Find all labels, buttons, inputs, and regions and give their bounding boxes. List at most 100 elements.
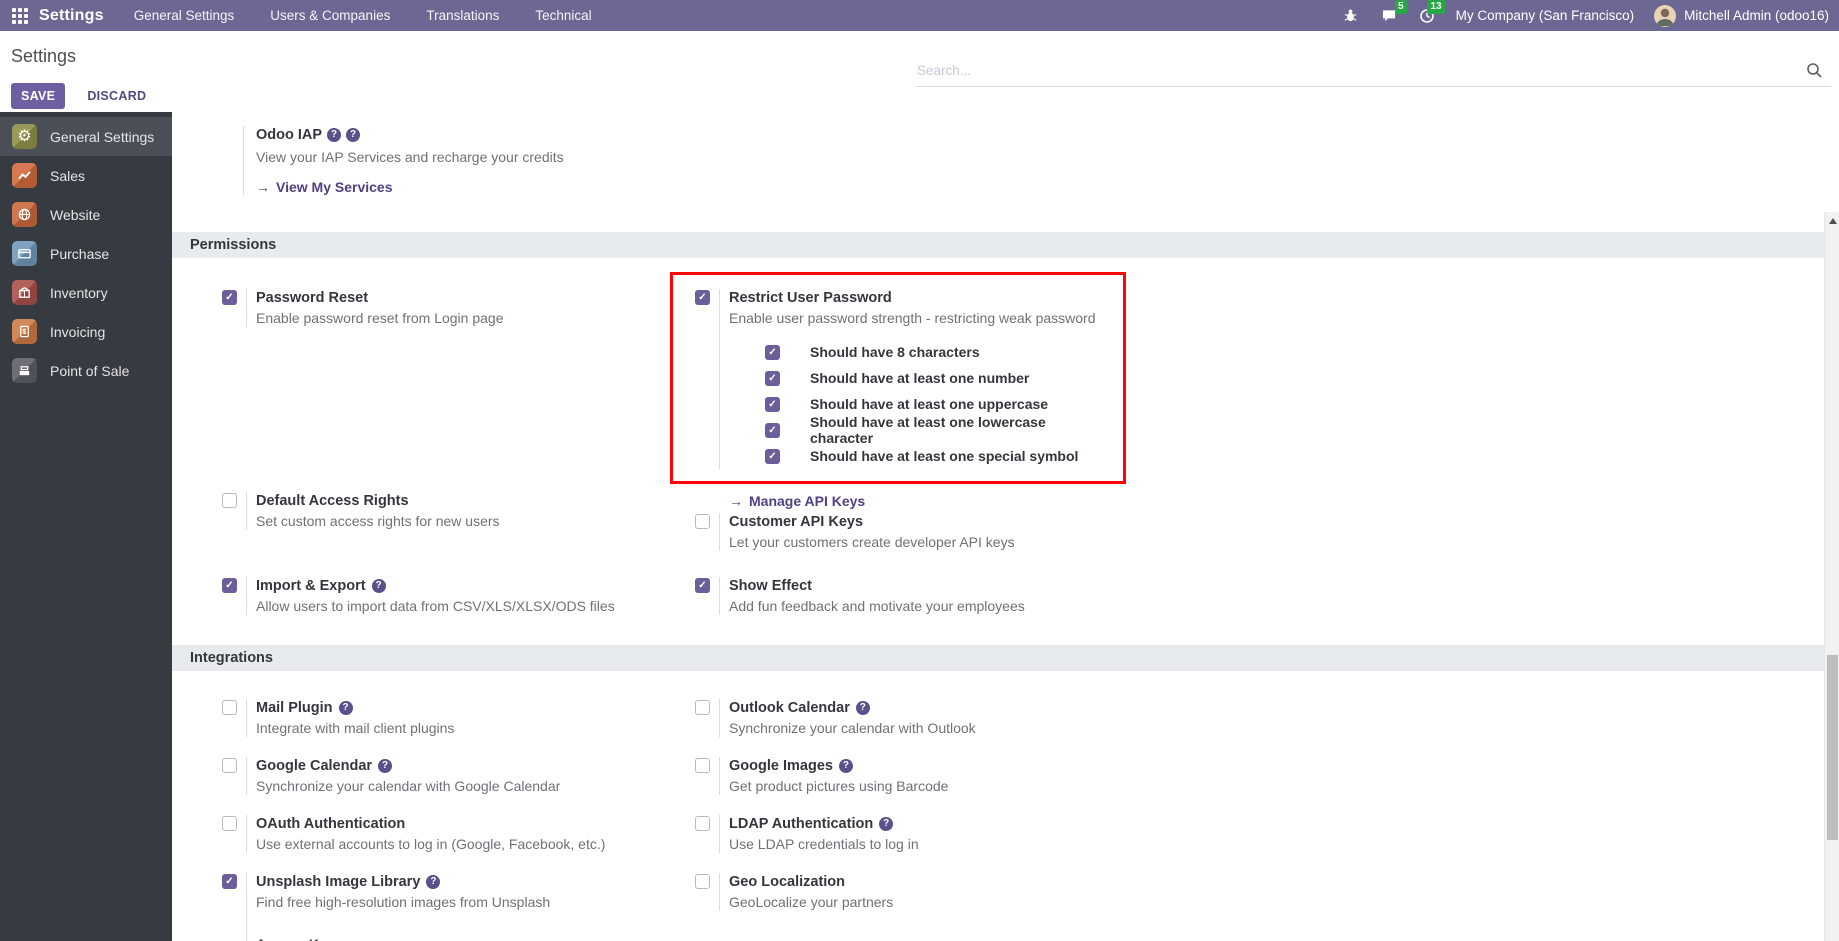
- vertical-scrollbar[interactable]: [1824, 212, 1839, 941]
- activities-clock-icon[interactable]: 13: [1418, 0, 1445, 24]
- help-icon[interactable]: ?: [426, 875, 441, 889]
- sidebar-item-inventory[interactable]: Inventory: [0, 273, 172, 312]
- sidebar-item-label: Invoicing: [50, 323, 106, 340]
- sidebar-item-sales[interactable]: Sales: [0, 156, 172, 195]
- setting-google-calendar: Google Calendar? Synchronize your calenda…: [222, 757, 670, 795]
- checkbox-restrict-user-password[interactable]: ✓: [695, 290, 710, 305]
- sidebar-item-general-settings[interactable]: ⚙ General Settings: [0, 117, 172, 156]
- messages-icon[interactable]: 5: [1380, 0, 1407, 24]
- sidebar-item-invoicing[interactable]: $ Invoicing: [0, 312, 172, 351]
- setting-ldap-authentication: LDAP Authentication? Use LDAP credentials…: [695, 815, 1140, 853]
- settings-row: ✓ Password Reset Enable password reset fro…: [222, 272, 1839, 484]
- checkbox-geo-localization[interactable]: [695, 874, 710, 889]
- purchase-card-icon: [12, 241, 37, 266]
- checkbox-google-images[interactable]: [695, 758, 710, 773]
- setting-label: Unsplash Image Library: [256, 874, 421, 890]
- help-icon[interactable]: ?: [879, 817, 894, 831]
- sidebar-item-label: Purchase: [50, 245, 110, 262]
- help-icon[interactable]: ?: [338, 701, 353, 715]
- sub-setting-should-have-at-least-one-special-symbol: ✓ Should have at least one special symbol: [765, 443, 1103, 469]
- sidebar-item-website[interactable]: Website: [0, 195, 172, 234]
- navbar-menu: General Settings Users & Companies Transla…: [134, 8, 592, 23]
- highlight-box: ✓ Restrict User Password Enable user passw…: [670, 272, 1126, 484]
- checkbox-customer-api-keys[interactable]: [695, 514, 710, 529]
- debug-bug-icon[interactable]: [1342, 8, 1360, 24]
- checkbox-should-have-at-least-one-uppercase[interactable]: ✓: [765, 396, 780, 412]
- menu-technical[interactable]: Technical: [535, 8, 592, 23]
- setting-description: Enable user password strength - restrict…: [729, 310, 1096, 326]
- checkbox-show-effect[interactable]: ✓: [695, 578, 710, 593]
- checkbox-unsplash-image-library[interactable]: ✓: [222, 874, 237, 889]
- checkbox-should-have-at-least-one-special-symbol[interactable]: ✓: [765, 448, 780, 464]
- link-view-my-services[interactable]: → View My Services: [256, 179, 393, 195]
- sub-setting-should-have-8-characters: ✓ Should have 8 characters: [765, 339, 1103, 365]
- setting-label: OAuth Authentication: [256, 816, 406, 832]
- discard-button[interactable]: DISCARD: [81, 88, 152, 104]
- help-icon[interactable]: ?: [855, 701, 870, 715]
- checkbox-oauth-authentication[interactable]: [222, 816, 237, 831]
- setting-description: Use LDAP credentials to log in: [729, 836, 919, 852]
- checkbox-should-have-at-least-one-number[interactable]: ✓: [765, 370, 780, 386]
- checkbox-outlook-calendar[interactable]: [695, 700, 710, 715]
- setting-oauth-authentication: OAuth Authentication Use external account…: [222, 815, 670, 853]
- help-icon[interactable]: ?: [838, 759, 853, 773]
- setting-description: Get product pictures using Barcode: [729, 778, 949, 794]
- settings-sections: Permissions ✓ Password Reset Enable passwor…: [172, 232, 1839, 941]
- arrow-icon: →: [729, 493, 743, 509]
- checkbox-ldap-authentication[interactable]: [695, 816, 710, 831]
- settings-content: Odoo IAP ? ? View your IAP Services and …: [172, 112, 1839, 941]
- settings-row: Default Access Rights Set custom access r…: [222, 492, 1839, 551]
- menu-general-settings[interactable]: General Settings: [133, 8, 235, 23]
- search-icon[interactable]: [1806, 62, 1823, 84]
- checkbox-default-access-rights[interactable]: [222, 493, 237, 508]
- company-switcher[interactable]: My Company (San Francisco): [1455, 8, 1635, 23]
- checkbox-google-calendar[interactable]: [222, 758, 237, 773]
- setting-description: Add fun feedback and motivate your emplo…: [729, 598, 1025, 614]
- app-name[interactable]: Settings: [39, 6, 104, 24]
- field-label: Access Key: [256, 935, 335, 941]
- sales-chart-icon: [12, 163, 37, 188]
- section-integrations: Integrations Mail Plugin? Integrate with m…: [172, 645, 1839, 941]
- setting-geo-localization: Geo Localization GeoLocalize your partner…: [695, 873, 1140, 911]
- setting-description: View your IAP Services and recharge your…: [256, 149, 564, 165]
- apps-grid-icon[interactable]: [12, 7, 28, 24]
- help-icon[interactable]: ?: [371, 579, 386, 593]
- sidebar-item-purchase[interactable]: Purchase: [0, 234, 172, 273]
- checkbox-import-export[interactable]: ✓: [222, 578, 237, 593]
- checkbox-should-have-at-least-one-lowercase-character[interactable]: ✓: [765, 422, 780, 438]
- help-icon[interactable]: ?: [346, 128, 361, 142]
- sub-setting-should-have-at-least-one-number: ✓ Should have at least one number: [765, 365, 1103, 391]
- scrollbar-thumb[interactable]: [1827, 655, 1838, 840]
- setting-label: Show Effect: [729, 578, 812, 594]
- sub-setting-should-have-at-least-one-uppercase: ✓ Should have at least one uppercase: [765, 391, 1103, 417]
- checkbox-mail-plugin[interactable]: [222, 700, 237, 715]
- save-button[interactable]: SAVE: [11, 83, 66, 109]
- top-navbar: Settings General Settings Users & Compani…: [0, 0, 1839, 31]
- help-icon[interactable]: ?: [378, 759, 393, 773]
- menu-translations[interactable]: Translations: [426, 8, 500, 23]
- sidebar-item-point-of-sale[interactable]: Point of Sale: [0, 351, 172, 390]
- menu-users-companies[interactable]: Users & Companies: [270, 8, 391, 23]
- sidebar-item-label: Point of Sale: [50, 362, 130, 379]
- sub-setting-should-have-at-least-one-lowercase-character: ✓ Should have at least one lowercase char…: [765, 414, 1103, 446]
- setting-label: Default Access Rights: [256, 493, 409, 509]
- user-menu[interactable]: Mitchell Admin (odoo16): [1654, 4, 1829, 27]
- checkbox-should-have-8-characters[interactable]: ✓: [765, 344, 780, 360]
- link-manage-api-keys[interactable]: → Manage API Keys: [729, 493, 866, 509]
- invoice-icon: $: [12, 319, 37, 344]
- user-name: Mitchell Admin (odoo16): [1684, 8, 1829, 23]
- scroll-up-button[interactable]: [1825, 214, 1839, 229]
- sidebar-item-label: Sales: [50, 167, 86, 184]
- cash-register-icon: [12, 358, 37, 383]
- settings-row: ✓ Unsplash Image Library? Find free high-r…: [222, 873, 1839, 941]
- help-icon[interactable]: ?: [327, 128, 342, 142]
- activities-badge: 13: [1427, 0, 1445, 14]
- setting-default-access-rights: Default Access Rights Set custom access r…: [222, 492, 670, 530]
- setting-label: Restrict User Password: [729, 290, 892, 306]
- setting-label: Customer API Keys: [729, 514, 864, 530]
- setting-description: GeoLocalize your partners: [729, 894, 894, 910]
- sub-setting-label: Should have at least one number: [810, 370, 1030, 386]
- search-input[interactable]: [915, 59, 1831, 87]
- setting-description: Synchronize your calendar with Outlook: [729, 720, 976, 736]
- checkbox-password-reset[interactable]: ✓: [222, 290, 237, 305]
